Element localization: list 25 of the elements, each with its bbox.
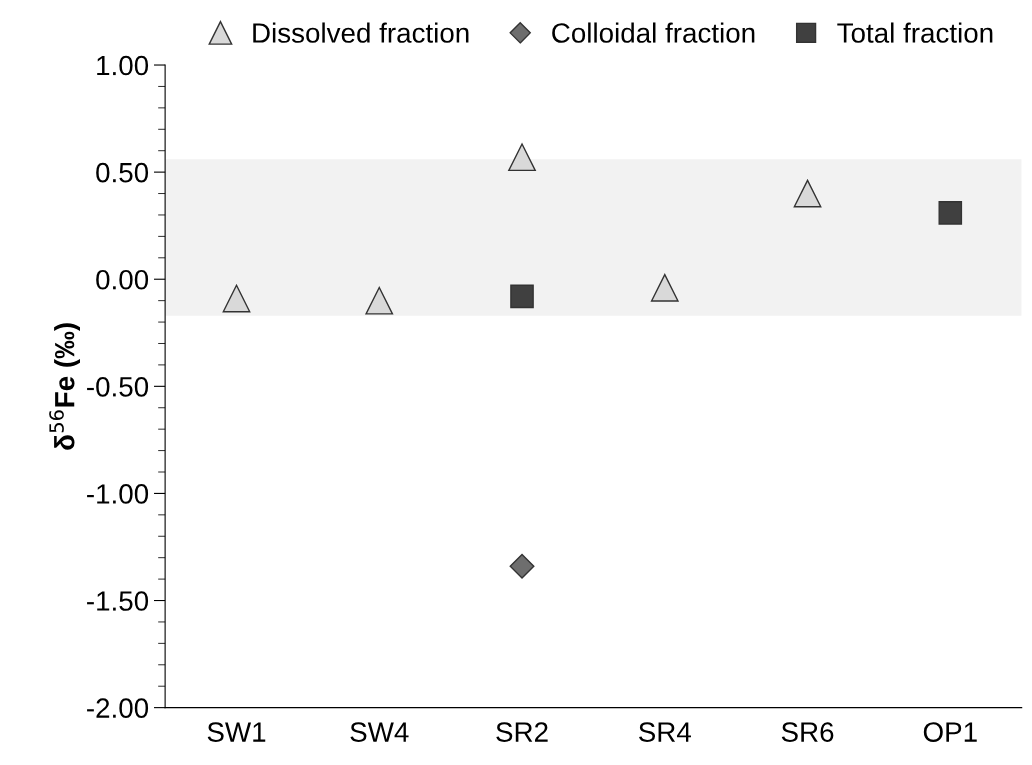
y-axis-title: δ$^{56}$Fe (‰)	[49, 323, 80, 450]
legend-label: Dissolved fraction	[253, 22, 469, 43]
x-tick-label: SR4	[639, 722, 691, 742]
point	[508, 143, 536, 172]
y-tick-label: -0.50	[87, 376, 149, 397]
x-tick-label: SR6	[781, 722, 834, 742]
x-tick-label: SW1	[207, 722, 266, 742]
point	[938, 201, 963, 225]
point	[509, 553, 535, 579]
legend-label: Colloidal fraction	[552, 22, 755, 43]
y-tick-label: -1.00	[87, 484, 149, 504]
legend-label: Total fraction	[837, 22, 993, 43]
y-tick-label: -1.50	[87, 591, 149, 611]
y-tick-label: 0.50	[96, 162, 149, 183]
y-tick-label: 0.00	[96, 269, 149, 290]
y-tick-label: 1.00	[97, 55, 149, 76]
x-tick-label: OP1	[923, 722, 977, 742]
point	[222, 284, 251, 313]
point	[365, 286, 394, 315]
x-tick-label: SR2	[496, 722, 548, 742]
point	[650, 273, 679, 302]
x-tick-label: SW4	[350, 722, 409, 742]
y-tick-label: -2.00	[87, 698, 149, 718]
point	[510, 284, 534, 309]
point	[793, 179, 822, 208]
